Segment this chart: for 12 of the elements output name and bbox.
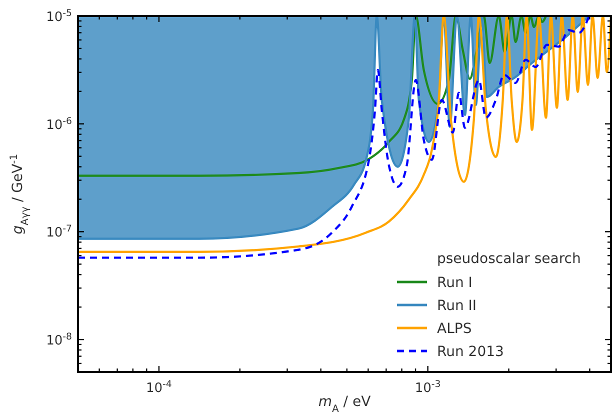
x-axis-title: m$_{A}$ / eV	[318, 394, 372, 414]
legend-label: Run I	[437, 275, 472, 291]
legend-title: pseudoscalar search	[437, 251, 581, 267]
legend-label: Run 2013	[437, 344, 504, 360]
y-tick-label: 10$^{-8}$	[46, 331, 72, 349]
y-tick-label: 10$^{-6}$	[46, 115, 72, 133]
x-tick-label: 10$^{-4}$	[146, 378, 172, 396]
legend-label: ALPS	[437, 321, 472, 337]
y-tick-label: 10$^{-7}$	[46, 223, 72, 241]
x-tick-label: 10$^{-3}$	[414, 378, 441, 396]
legend-label: Run II	[437, 298, 477, 314]
y-tick-label: 10$^{-5}$	[46, 8, 72, 25]
